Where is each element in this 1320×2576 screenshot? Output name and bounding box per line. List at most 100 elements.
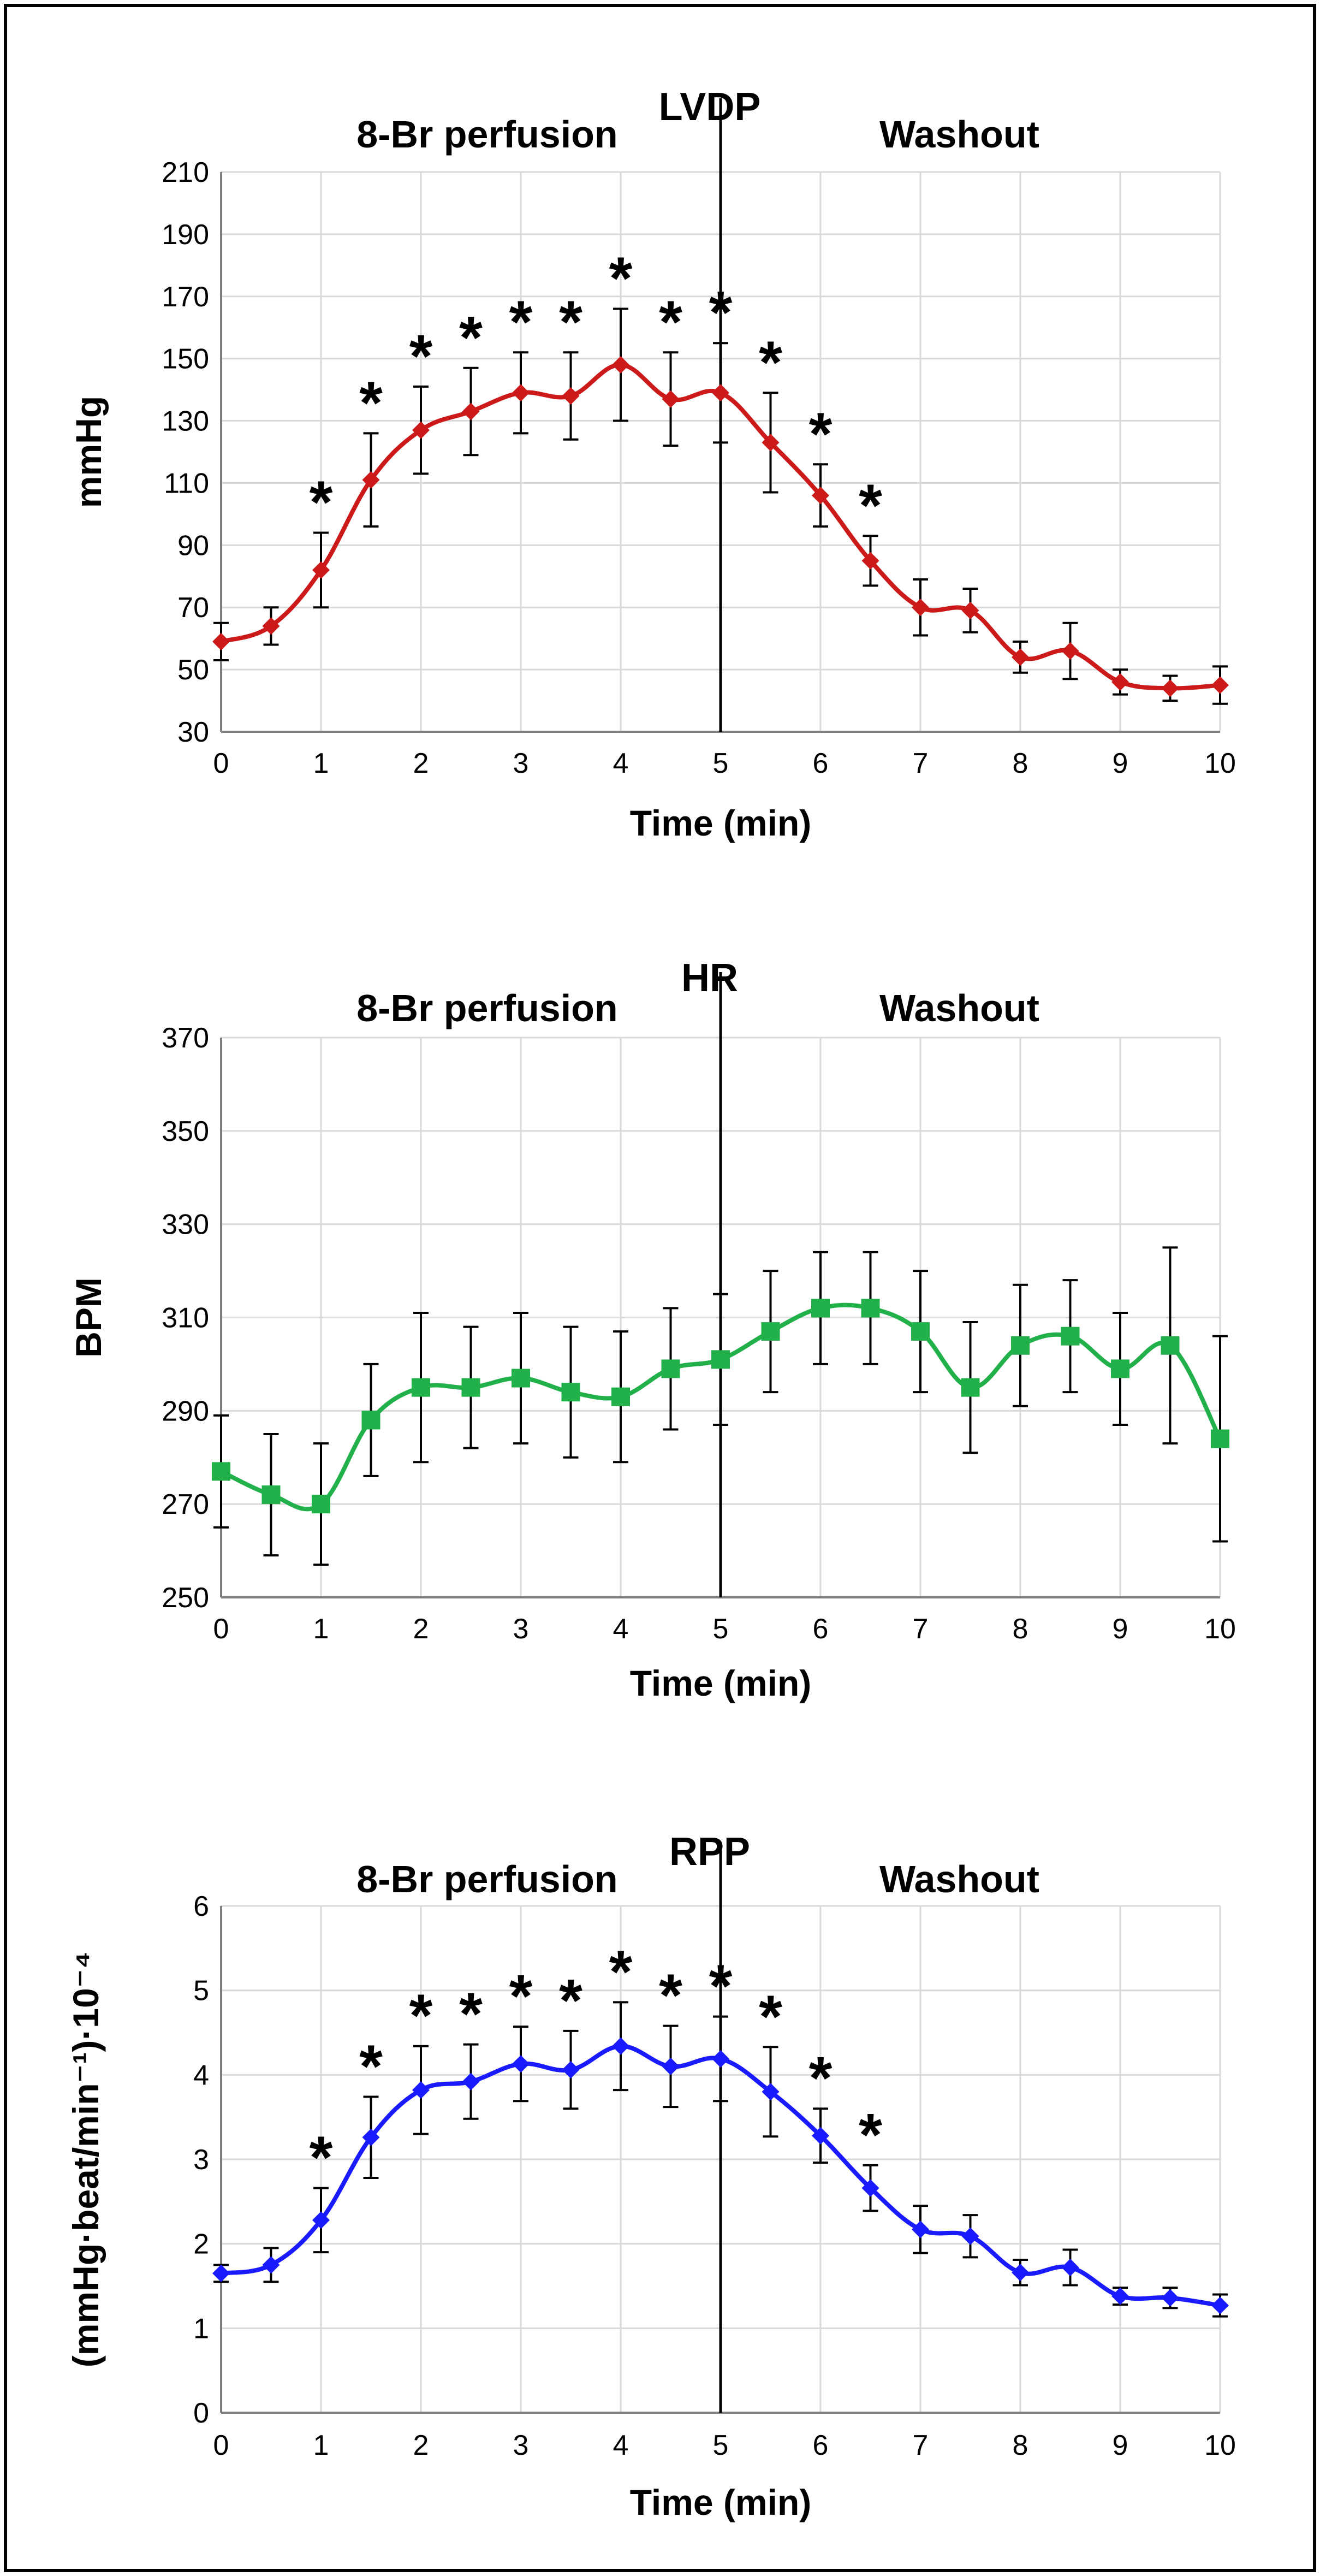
rpp-significance-mark: *	[659, 1962, 682, 2029]
hr-x-tick-label: 0	[213, 1613, 229, 1645]
hr-panel: 250 270 290 310 330 350 370 0 1 2 3 4 5 6 7 8 9 10 Time (m…	[68, 956, 1236, 1703]
lvdp-y-tick-label: 30	[177, 716, 209, 748]
rpp-data-point	[861, 2179, 879, 2197]
rpp-data-point	[1161, 2289, 1179, 2307]
rpp-x-tick-label: 6	[813, 2430, 829, 2461]
rpp-data-point	[1012, 2264, 1029, 2282]
lvdp-data-point	[462, 402, 480, 421]
rpp-significance-mark: *	[359, 2033, 383, 2100]
rpp-x-tick-label: 1	[313, 2430, 329, 2461]
rpp-y-tick-label: 4	[193, 2059, 209, 2091]
lvdp-significance-mark: *	[609, 245, 633, 312]
hr-y-tick-label: 370	[162, 1022, 209, 1054]
hr-data-point	[361, 1411, 380, 1430]
lvdp-x-tick-label: 5	[713, 748, 729, 779]
rpp-data-point	[961, 2227, 979, 2245]
lvdp-y-tick-label: 170	[162, 281, 209, 313]
rpp-title: RPP	[669, 1830, 750, 1874]
lvdp-data-point	[812, 487, 829, 505]
hr-x-tick-label: 2	[413, 1613, 429, 1645]
hr-data-point	[412, 1378, 430, 1397]
lvdp-data-point	[362, 471, 380, 489]
rpp-significance-mark: *	[409, 1982, 433, 2050]
lvdp-data-point	[612, 356, 629, 374]
rpp-x-tick-label: 2	[413, 2430, 429, 2461]
rpp-data-point	[762, 2083, 780, 2101]
hr-data-point	[461, 1378, 480, 1397]
rpp-y-tick-label: 3	[193, 2144, 209, 2176]
hr-data-point	[312, 1495, 330, 1514]
lvdp-significance-mark: *	[359, 369, 383, 436]
rpp-significance-mark: *	[509, 1963, 533, 2030]
hr-data-point	[861, 1299, 880, 1318]
lvdp-x-tick-label: 2	[413, 748, 429, 779]
figure-border	[4, 4, 1316, 2572]
hr-data-point	[512, 1369, 530, 1388]
hr-data-point	[1161, 1336, 1180, 1355]
rpp-data-point	[1061, 2258, 1079, 2276]
lvdp-data-point	[1061, 642, 1079, 660]
lvdp-data-point	[512, 384, 530, 402]
rpp-significance-mark: *	[759, 1983, 782, 2050]
lvdp-x-tick-label: 7	[913, 748, 929, 779]
lvdp-data-point	[762, 434, 780, 452]
lvdp-data-point	[961, 601, 979, 619]
lvdp-data-point	[212, 632, 230, 650]
rpp-significance-mark: *	[709, 1953, 733, 2020]
lvdp-data-point	[1211, 676, 1229, 694]
rpp-significance-mark: *	[609, 1938, 633, 2005]
lvdp-data-point	[1111, 673, 1129, 691]
lvdp-significance-mark: *	[310, 469, 333, 536]
lvdp-data-point	[1161, 679, 1179, 697]
hr-data-point	[761, 1322, 780, 1341]
hr-data-point	[611, 1387, 630, 1406]
lvdp-y-tick-label: 110	[164, 467, 209, 499]
lvdp-significance-mark: *	[809, 400, 833, 467]
hr-x-tick-label: 1	[313, 1613, 329, 1645]
lvdp-perfusion-label: 8-Br perfusion	[356, 113, 617, 156]
lvdp-y-axis-label: mmHg	[68, 396, 109, 508]
lvdp-data-point	[662, 390, 680, 408]
rpp-data-point	[912, 2220, 929, 2239]
rpp-x-tick-label: 3	[513, 2430, 529, 2461]
rpp-y-tick-label: 5	[193, 1975, 209, 2007]
hr-data-point	[961, 1378, 980, 1397]
rpp-data-point	[1111, 2287, 1129, 2305]
hr-y-tick-label: 330	[162, 1209, 209, 1241]
lvdp-data-point	[1012, 648, 1029, 666]
rpp-data-point	[362, 2128, 380, 2146]
lvdp-x-tick-label: 10	[1204, 748, 1236, 779]
lvdp-x-axis-label: Time (min)	[630, 803, 811, 843]
lvdp-significance-mark: *	[559, 288, 582, 356]
rpp-panel: 0 1 2 3 4 5 6 0 1 2 3 4 5 6 7 8 9 10 Time (min) (mmHg·beat/…	[66, 1830, 1236, 2522]
rpp-significance-mark: *	[310, 2124, 333, 2192]
rpp-data-point	[1211, 2296, 1229, 2314]
lvdp-significance-mark: *	[659, 288, 682, 356]
rpp-y-axis-label: (mmHg·beat/min⁻¹)·10⁻⁴	[66, 1951, 106, 2367]
hr-data-point	[1211, 1429, 1229, 1448]
lvdp-y-tick-label: 70	[177, 592, 209, 624]
rpp-data-point	[212, 2264, 230, 2282]
lvdp-x-tick-label: 9	[1113, 748, 1128, 779]
hr-data-point	[212, 1462, 230, 1481]
rpp-data-point	[512, 2055, 530, 2073]
rpp-data-point	[312, 2211, 330, 2229]
rpp-washout-label: Washout	[879, 1858, 1039, 1900]
lvdp-title: LVDP	[659, 85, 761, 129]
hr-data-point	[561, 1383, 580, 1402]
hr-data-point	[261, 1485, 281, 1505]
lvdp-data-point	[562, 387, 580, 405]
hr-washout-label: Washout	[879, 987, 1039, 1029]
hr-data-point	[1061, 1327, 1080, 1346]
rpp-y-tick-label: 2	[193, 2229, 209, 2260]
lvdp-data-point	[262, 617, 280, 635]
lvdp-significance-mark: *	[759, 329, 782, 396]
rpp-x-tick-label: 8	[1013, 2430, 1028, 2461]
hr-data-point	[661, 1359, 680, 1378]
rpp-significance-mark: *	[559, 1967, 582, 2034]
lvdp-data-point	[712, 384, 729, 402]
hr-x-tick-label: 9	[1113, 1613, 1128, 1645]
hr-x-axis-label: Time (min)	[630, 1663, 811, 1703]
hr-data-point	[1111, 1359, 1129, 1378]
